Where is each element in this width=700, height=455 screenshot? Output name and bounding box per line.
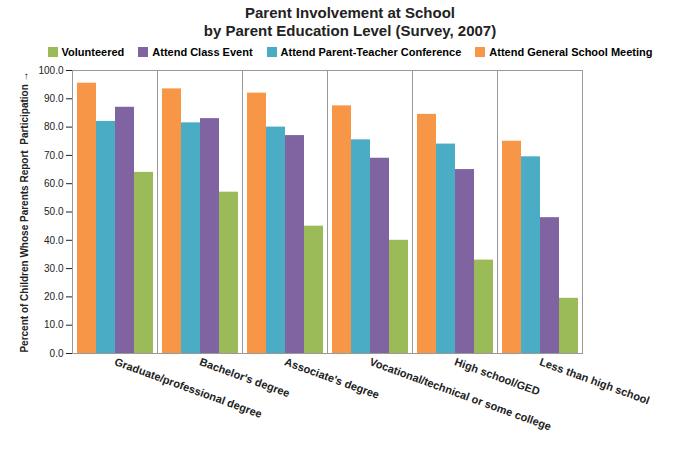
svg-text:Percent of Children Whose Pare: Percent of Children Whose Parents Report…	[19, 71, 30, 352]
svg-text:Graduate/professional degree: Graduate/professional degree	[113, 355, 264, 420]
svg-text:90.0: 90.0	[44, 93, 64, 104]
svg-text:Less than high school: Less than high school	[538, 355, 651, 406]
svg-text:Bachelor's degree: Bachelor's degree	[198, 355, 291, 399]
html-text:Attend Parent-Teacher Conferen: Attend Parent-Teacher Conference	[280, 46, 462, 58]
svg-text:80.0: 80.0	[44, 121, 64, 132]
svg-text:Vocational/technical or some c: Vocational/technical or some college	[368, 355, 553, 432]
html-text:Attend Class Event: Attend Class Event	[152, 46, 253, 58]
svg-text:20.0: 20.0	[44, 291, 64, 302]
svg-text:40.0: 40.0	[44, 235, 64, 246]
svg-text:30.0: 30.0	[44, 263, 64, 274]
html-text:Parent Involvement at School: Parent Involvement at School	[245, 4, 455, 21]
svg-text:60.0: 60.0	[44, 178, 64, 189]
svg-text:0.0: 0.0	[50, 348, 64, 359]
html-text:Volunteered: Volunteered	[61, 46, 125, 58]
html-text:by Parent Education Level (Sur: by Parent Education Level (Survey, 2007)	[203, 22, 497, 39]
svg-text:High school/GED: High school/GED	[453, 355, 542, 397]
svg-text:70.0: 70.0	[44, 150, 64, 161]
svg-text:50.0: 50.0	[44, 206, 64, 217]
svg-text:Associate's degree: Associate's degree	[283, 355, 381, 400]
svg-text:10.0: 10.0	[44, 319, 64, 330]
html-text:Attend General School Meeting: Attend General School Meeting	[489, 46, 653, 58]
svg-text:100.0: 100.0	[38, 65, 63, 76]
